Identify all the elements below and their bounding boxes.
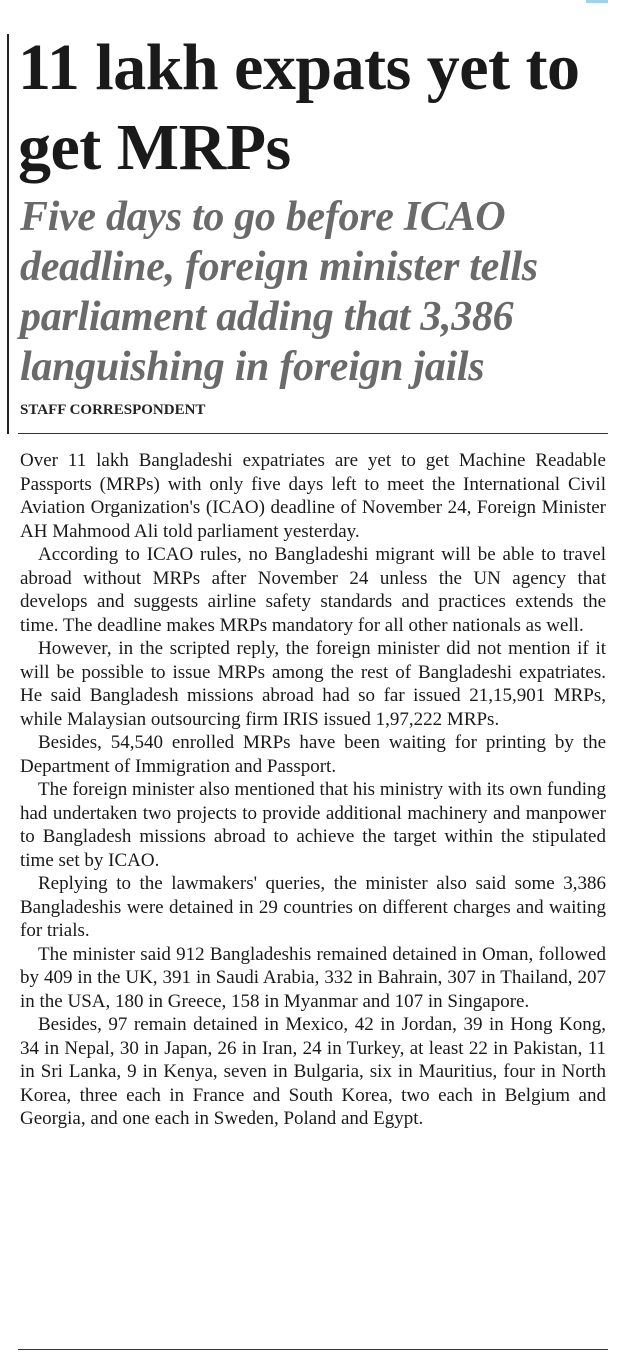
headline: 11 lakh expats yet to get MRPs [18,31,580,184]
subheadline: Five days to go before ICAO deadline, fo… [20,194,538,390]
paragraph: The minister said 912 Bangladeshis remai… [20,943,606,1012]
top-mark [586,0,608,3]
rule [18,1349,608,1350]
paragraph: Replying to the lawmakers' queries, the … [20,873,606,941]
vertical-rule [7,34,9,434]
rule [18,433,608,434]
paragraph: However, in the scripted reply, the fore… [20,638,606,730]
byline: STAFF CORRESPONDENT [20,402,206,418]
paragraph: According to ICAO rules, no Bangladeshi … [20,544,606,636]
paragraph: The foreign minister also mentioned that… [20,779,606,871]
paragraph: Besides, 97 remain detained in Mexico, 4… [20,1014,606,1129]
paragraph: Besides, 54,540 enrolled MRPs have been … [20,732,606,777]
article-body: Over 11 lakh Bangladeshi expatriates are… [20,449,606,1131]
paragraph: Over 11 lakh Bangladeshi expatriates are… [20,450,606,542]
